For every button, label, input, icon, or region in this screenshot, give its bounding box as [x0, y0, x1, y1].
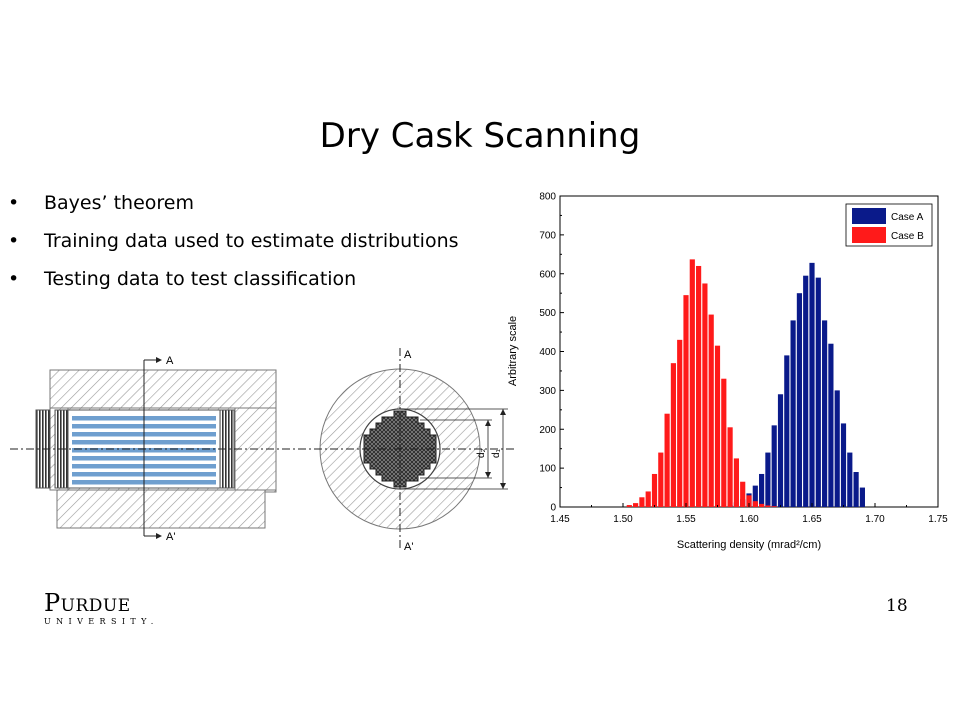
bar-case-b	[645, 491, 651, 507]
cask-top-wall	[49, 369, 277, 409]
bullet-text: Bayes’ theorem	[44, 192, 194, 214]
d1-label: d₁	[491, 448, 502, 458]
section-label-a-right: A	[404, 349, 412, 361]
bar-case-b	[727, 427, 733, 507]
x-tick-label: 1.55	[676, 514, 696, 525]
logo-wordmark: Purdue	[44, 589, 131, 617]
bar-case-a	[759, 473, 765, 507]
y-tick-label: 800	[539, 192, 556, 203]
bar-case-b	[658, 452, 664, 507]
cross-section-view: A A' d₂ d₁	[319, 348, 508, 553]
x-tick-label: 1.65	[802, 514, 822, 525]
y-tick-label: 700	[539, 230, 556, 241]
y-tick-label: 200	[539, 425, 556, 436]
bar-case-a	[853, 472, 859, 507]
bullet-item: • Testing data to test classification	[8, 260, 459, 298]
cask-diagram: A A' A A' d₂ d₁	[10, 348, 516, 553]
bar-case-b	[721, 378, 727, 507]
bullet-item: • Training data used to estimate distribu…	[8, 222, 459, 260]
bar-case-b	[696, 265, 702, 507]
bullet-dot: •	[8, 192, 20, 214]
y-tick-label: 0	[550, 503, 556, 514]
x-tick-label: 1.70	[865, 514, 885, 525]
bar-case-b	[639, 497, 645, 507]
section-label-a-left: A	[166, 355, 174, 367]
legend-swatch-case-a	[852, 208, 886, 224]
bar-case-b	[689, 259, 695, 507]
section-label-a-prime-left: A'	[166, 531, 175, 543]
bar-case-a	[784, 355, 790, 507]
bar-case-a	[834, 390, 840, 508]
bar-case-b	[746, 495, 752, 507]
bars-group	[626, 259, 865, 508]
axes-group: 0 100 200 300 400 500 600 700 800 1.45 1.50 1.55 1.6…	[539, 192, 948, 526]
bar-case-a	[840, 423, 847, 507]
bar-case-b	[771, 506, 777, 507]
bar-case-b	[714, 345, 721, 507]
bar-case-b	[626, 505, 632, 507]
bar-case-a	[790, 320, 796, 507]
bar-case-a	[828, 343, 834, 507]
slide-title: Dry Cask Scanning	[319, 116, 641, 156]
y-tick-label: 400	[539, 347, 556, 358]
bar-case-a	[847, 452, 853, 507]
bullet-list: • Bayes’ theorem • Training data used to e…	[8, 184, 459, 298]
bar-case-b	[670, 363, 676, 507]
bar-case-a	[752, 485, 758, 507]
bar-case-a	[859, 487, 865, 507]
plot-area	[559, 195, 939, 508]
bar-case-a	[771, 425, 777, 507]
y-tick-label: 500	[539, 308, 556, 319]
bar-case-a	[803, 275, 809, 507]
legend-label-case-b: Case B	[891, 231, 924, 242]
y-tick-label: 100	[539, 464, 556, 475]
logo-subtitle: UNIVERSITY.	[44, 617, 159, 626]
legend-label-case-a: Case A	[891, 212, 924, 223]
histogram-chart: 0 100 200 300 400 500 600 700 800 1.45 1.50 1.55 1.6…	[507, 192, 948, 552]
bar-case-a	[765, 452, 771, 507]
bullet-text: Testing data to test classification	[44, 268, 357, 290]
bar-case-a	[796, 293, 802, 507]
legend: Case A Case B	[845, 203, 933, 247]
d2-label: d₂	[476, 448, 487, 458]
bar-case-a	[777, 394, 784, 507]
bar-case-a	[822, 320, 828, 507]
bullet-text: Training data used to estimate distribut…	[44, 230, 459, 252]
bar-case-b	[633, 503, 639, 507]
cask-bottom-wall	[56, 489, 266, 529]
bar-case-b	[708, 314, 714, 507]
bar-case-b	[765, 505, 771, 507]
legend-swatch-case-b	[852, 227, 886, 243]
y-axis-label: Arbitrary scale	[507, 316, 519, 386]
section-label-a-prime-right: A'	[404, 541, 413, 553]
bar-case-b	[651, 473, 658, 507]
x-tick-label: 1.75	[928, 514, 948, 525]
y-tick-label: 600	[539, 269, 556, 280]
bullet-dot: •	[8, 230, 20, 252]
bar-case-b	[677, 339, 683, 507]
bar-case-b	[664, 413, 670, 507]
bar-case-b	[759, 503, 765, 507]
bullet-item: • Bayes’ theorem	[8, 184, 459, 222]
bullet-dot: •	[8, 268, 20, 290]
bar-case-a	[815, 277, 821, 507]
x-tick-label: 1.50	[613, 514, 633, 525]
bar-case-a	[809, 262, 815, 507]
bar-case-b	[733, 458, 739, 507]
bar-case-b	[740, 481, 746, 507]
x-tick-label: 1.60	[739, 514, 759, 525]
bar-case-b	[752, 501, 758, 507]
bar-case-b	[683, 295, 689, 507]
purdue-logo: Purdue UNIVERSITY.	[44, 590, 159, 626]
x-tick-label: 1.45	[550, 514, 570, 525]
y-tick-label: 300	[539, 386, 556, 397]
x-axis-label: Scattering density (mrad²/cm)	[677, 539, 821, 551]
bar-case-b	[702, 283, 708, 507]
page-number: 18	[886, 596, 908, 616]
